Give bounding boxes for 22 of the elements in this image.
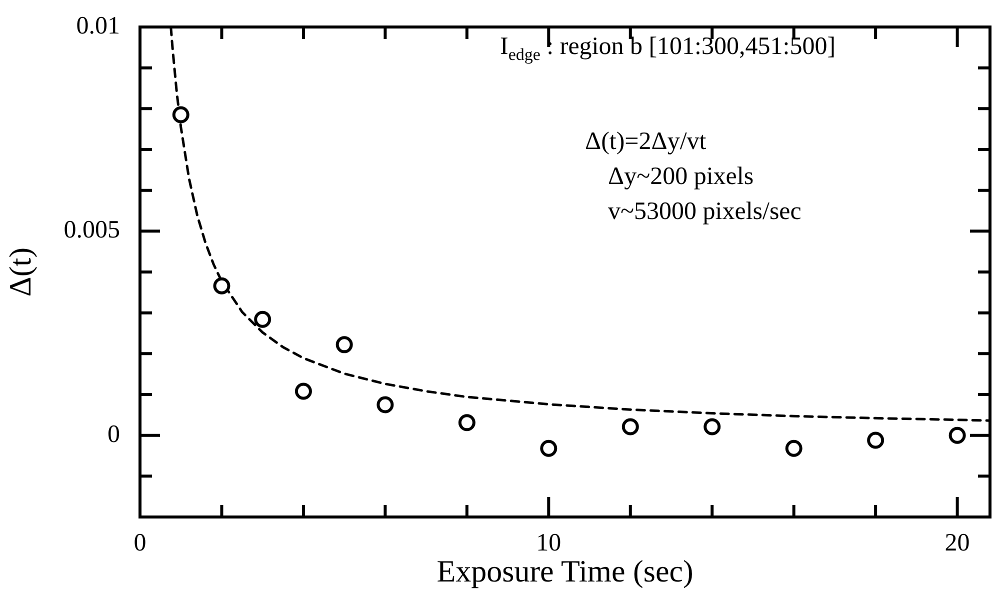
- annotation: Δ(t)=2Δy/vt: [585, 128, 706, 156]
- y-tick-label: 0.005: [64, 216, 120, 244]
- y-tick-label: 0.01: [76, 12, 120, 40]
- point: [213, 277, 230, 294]
- point: [254, 310, 272, 328]
- point: [376, 396, 394, 414]
- point: [458, 414, 476, 432]
- point: [540, 440, 558, 457]
- point: [622, 418, 639, 436]
- y-tick-label: 0: [108, 420, 120, 448]
- point: [294, 382, 312, 400]
- point: [867, 432, 884, 449]
- point: [785, 440, 802, 457]
- point: [336, 336, 353, 354]
- point: [948, 426, 966, 444]
- x-tick-label: 0: [134, 530, 146, 557]
- annotation: v~53000 pixels/sec: [608, 198, 802, 226]
- annotation: Δy~200 pixels: [608, 163, 754, 191]
- point: [172, 106, 190, 124]
- x-tick-label: 20: [944, 530, 970, 557]
- point: [704, 418, 721, 436]
- y-axis-title: Δ(t): [2, 247, 38, 297]
